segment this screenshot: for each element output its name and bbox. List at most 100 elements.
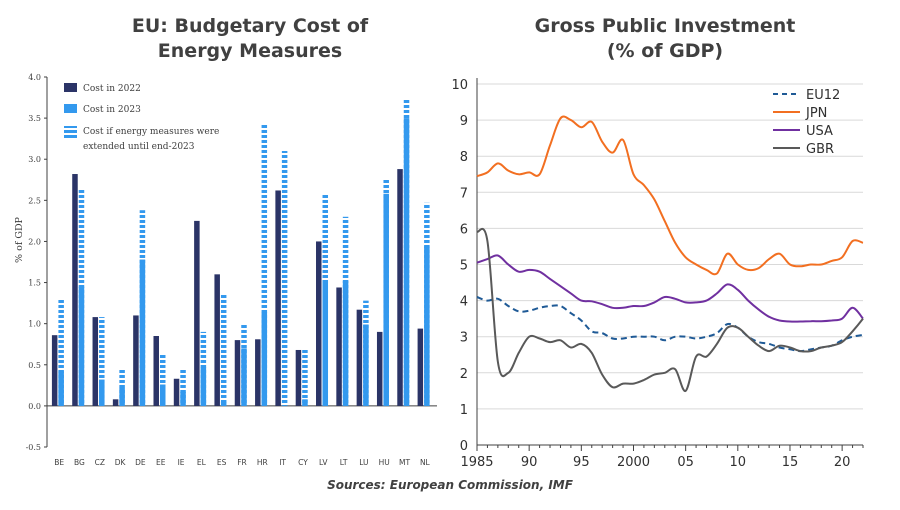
right-y-tick-label: 7 — [460, 186, 468, 201]
right-x-tick-label: 20 — [834, 455, 851, 470]
right-y-tick-label: 8 — [460, 150, 468, 165]
right-x-tick-label: 95 — [573, 455, 590, 470]
right-x-tick-label: 15 — [782, 455, 799, 470]
category-label-BG: BG — [74, 458, 85, 467]
bar-2022-IT — [275, 190, 281, 406]
legend-label-gbr: GBR — [806, 142, 834, 157]
left-y-tick-label: 1.5 — [28, 279, 41, 288]
bar-2023-LU — [363, 324, 369, 406]
series-line-jpn — [476, 115, 864, 276]
category-label-EL: EL — [197, 458, 207, 467]
category-label-FR: FR — [237, 458, 247, 467]
bar-2022-IE — [173, 378, 180, 406]
bar-2023-EL — [200, 367, 207, 406]
bar-2023-HR — [261, 312, 268, 406]
bar-extended-EE — [159, 354, 166, 406]
legend-swatch-extended — [64, 126, 77, 139]
right-x-tick-label: 05 — [677, 455, 694, 470]
category-label-LU: LU — [359, 458, 368, 467]
bar-2023-NL — [424, 246, 430, 406]
category-label-EE: EE — [156, 458, 166, 467]
right-y-tick-label: 2 — [460, 367, 468, 382]
bar-2023-CY — [302, 399, 308, 406]
right-x-tick-label: 2000 — [617, 455, 650, 470]
right-title-line-1: Gross Public Investment — [534, 15, 796, 37]
bar-2023-DE — [139, 259, 146, 406]
right-y-tick-label: 4 — [460, 295, 468, 310]
category-label-LT: LT — [340, 458, 348, 467]
right-y-tick-label: 6 — [460, 222, 468, 237]
legend-label-eu12: EU12 — [806, 88, 840, 103]
bar-2022-MT — [397, 169, 403, 406]
right-y-tick-label: 3 — [460, 331, 468, 346]
left-y-tick-label: 3.0 — [28, 155, 41, 164]
bar-2023-LV — [322, 280, 329, 406]
category-label-CZ: CZ — [95, 458, 105, 467]
left-y-tick-label: 4.0 — [28, 73, 41, 82]
bar-2022-BG — [72, 174, 78, 406]
bar-2023-EE — [159, 384, 166, 406]
bar-2022-LV — [316, 241, 322, 406]
bar-extended-IE — [180, 368, 186, 406]
left-title-line-1: EU: Budgetary Cost of — [131, 15, 369, 37]
bar-2022-ES — [214, 274, 220, 406]
category-label-BE: BE — [54, 458, 64, 467]
bar-extended-ES — [220, 293, 227, 406]
energy-cost-bar-chart: -0.5 0.0 0.5 1.0 1.5 2.0 2.5 3.0 3.5 4.0 % of GDP B… — [14, 73, 437, 467]
bar-extended-IT — [281, 151, 288, 406]
bar-2023-ES — [220, 401, 227, 406]
right-legend: EU12 JPN USA GBR — [773, 88, 840, 157]
left-legend: Cost in 2022 Cost in 2023 Cost if energy m… — [64, 83, 219, 152]
bar-2022-HR — [255, 339, 261, 406]
bar-2022-CZ — [92, 317, 99, 406]
bar-2023-LT — [342, 280, 349, 406]
bar-2022-DK — [112, 399, 119, 406]
series-line-usa — [476, 254, 864, 323]
left-y-tick-label: 0.0 — [28, 402, 41, 411]
bar-extended-BE — [58, 299, 64, 406]
bar-2023-IE — [180, 391, 186, 406]
bar-2022-EE — [153, 336, 159, 406]
bar-2023-MT — [403, 118, 410, 406]
left-title-line-2: Energy Measures — [157, 40, 343, 62]
right-y-tick-label: 1 — [460, 403, 468, 418]
bar-extended-CZ — [99, 317, 105, 406]
left-y-axis-title: % of GDP — [14, 216, 25, 263]
bar-2023-HU — [383, 193, 389, 406]
right-y-tick-label: 5 — [460, 259, 468, 274]
left-y-tick-label: 2.0 — [28, 237, 41, 246]
category-label-NL: NL — [420, 458, 431, 467]
left-y-tick-label: -0.5 — [26, 443, 41, 452]
source-note: Sources: European Commission, IMF — [327, 478, 573, 492]
series-line-gbr — [476, 227, 864, 392]
legend-label-extended-1: Cost if energy measures were — [83, 127, 219, 137]
legend-label-jpn: JPN — [805, 106, 827, 121]
public-investment-line-chart: 0 1 2 3 4 5 6 7 8 9 10 1985 90 95 2000 05 10 15 20 EU12 JPN U… — [451, 78, 864, 470]
bar-extended-DK — [119, 368, 125, 406]
bar-2023-CZ — [99, 379, 105, 406]
legend-label-2022: Cost in 2022 — [83, 84, 141, 94]
category-label-HU: HU — [379, 458, 390, 467]
legend-label-usa: USA — [806, 124, 833, 139]
category-label-ES: ES — [217, 458, 227, 467]
legend-swatch-2022 — [64, 83, 77, 92]
legend-label-2023: Cost in 2023 — [83, 105, 141, 115]
bar-2022-DE — [133, 315, 139, 406]
right-x-tick-label: 90 — [521, 455, 538, 470]
category-label-CY: CY — [298, 458, 308, 467]
bar-2023-BG — [78, 286, 85, 406]
left-y-tick-label: 1.0 — [28, 320, 41, 329]
bar-2022-FR — [234, 340, 241, 406]
bar-2023-FR — [241, 348, 247, 406]
bar-extended-CY — [302, 349, 308, 406]
right-y-tick-label: 9 — [460, 114, 468, 129]
bar-2022-BE — [51, 335, 58, 406]
right-title-line-2: (% of GDP) — [606, 40, 724, 62]
category-label-IE: IE — [178, 458, 185, 467]
left-y-tick-label: 3.5 — [28, 114, 41, 123]
bar-extended-HR — [261, 123, 268, 406]
bar-2023-DK — [119, 387, 125, 406]
category-label-DK: DK — [115, 458, 127, 467]
bar-2022-NL — [417, 328, 424, 406]
bar-2022-CY — [295, 349, 302, 406]
